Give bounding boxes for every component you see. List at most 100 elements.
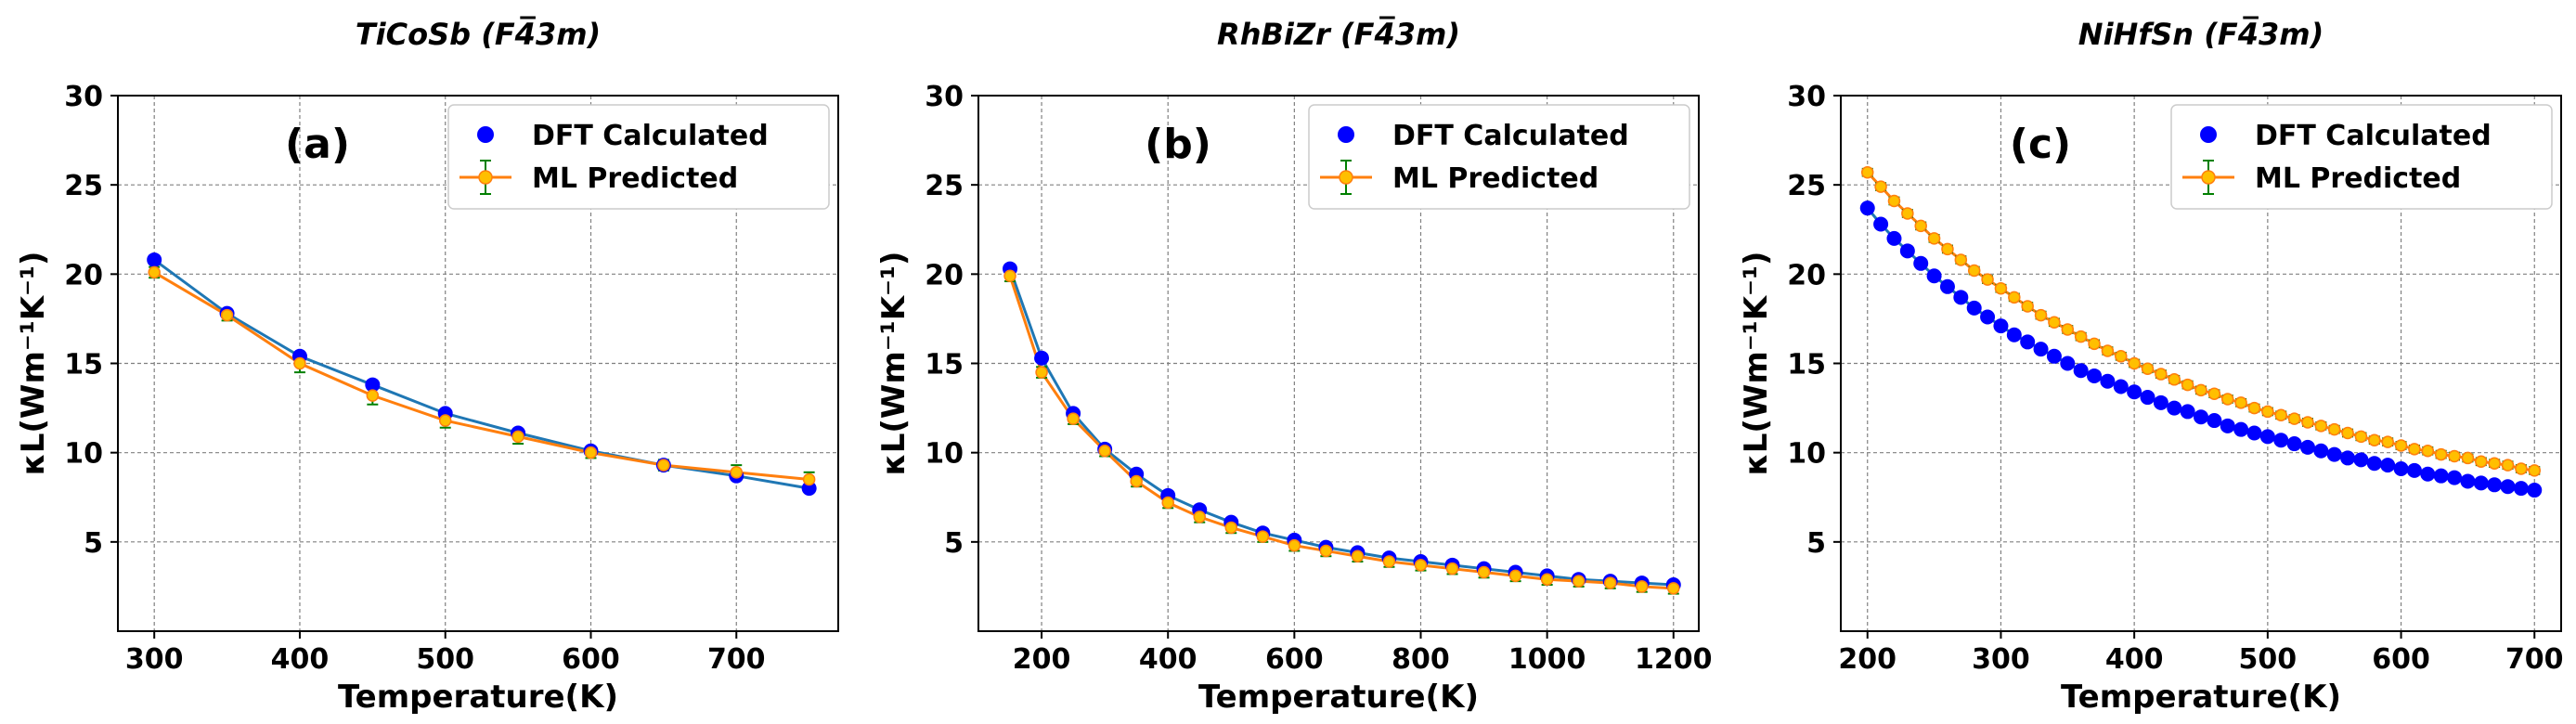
chart-title: RhBiZr (F4̅3m) xyxy=(1217,17,1460,52)
ml-point xyxy=(1067,412,1080,425)
dft-point xyxy=(2180,404,2195,420)
dft-point xyxy=(2127,384,2142,400)
dft-point xyxy=(2167,400,2182,416)
dft-point xyxy=(1886,230,1902,246)
ml-point xyxy=(366,389,380,402)
ml-point xyxy=(1994,281,2008,295)
y-tick-label: 30 xyxy=(64,81,103,113)
y-tick-label: 25 xyxy=(1787,170,1826,202)
x-tick-label: 300 xyxy=(1972,643,2030,676)
ml-point xyxy=(2327,422,2341,436)
legend-dft-label: DFT Calculated xyxy=(2255,120,2492,152)
ml-point xyxy=(1887,194,1901,208)
dft-point xyxy=(2100,373,2116,389)
y-tick-label: 15 xyxy=(925,349,964,381)
dft-point xyxy=(2380,458,2396,473)
ml-point xyxy=(2448,449,2461,463)
ml-point xyxy=(730,466,744,479)
dft-point xyxy=(2299,439,2315,455)
x-tick-label: 300 xyxy=(125,643,184,676)
dft-point xyxy=(2073,363,2089,379)
dft-point xyxy=(2433,468,2449,484)
ml-point xyxy=(1382,555,1396,568)
y-tick-label: 20 xyxy=(64,259,103,291)
dft-point xyxy=(2153,394,2168,410)
chart-title: TiCoSb (F4̅3m) xyxy=(356,17,601,52)
ml-point xyxy=(438,414,452,427)
dft-point xyxy=(147,252,162,267)
x-tick-label: 600 xyxy=(562,643,620,676)
dft-point xyxy=(2259,429,2275,445)
dft-line xyxy=(1008,268,1674,587)
ml-point xyxy=(1603,576,1617,589)
ml-point xyxy=(1003,269,1016,283)
ml-point xyxy=(1981,273,1994,286)
ml-point xyxy=(2368,433,2381,446)
ml-point xyxy=(2341,426,2354,440)
ml-point xyxy=(2034,308,2048,322)
ml-line xyxy=(153,271,809,482)
ml-point xyxy=(2247,401,2261,415)
ml-point xyxy=(2528,464,2542,477)
ml-point xyxy=(1860,165,1874,179)
ml-point xyxy=(1477,565,1491,579)
legend: DFT Calculated ML Predicted xyxy=(2170,104,2553,210)
dft-point xyxy=(2420,466,2436,482)
y-tick-label: 25 xyxy=(925,170,964,202)
ml-point xyxy=(1414,559,1428,572)
dft-point xyxy=(1980,309,1996,325)
panel-label: (a) xyxy=(285,121,350,168)
dft-line xyxy=(153,258,809,490)
ml-point xyxy=(1130,474,1143,488)
ml-point xyxy=(2220,393,2234,406)
ml-point xyxy=(2501,459,2515,472)
dft-point xyxy=(2487,477,2503,493)
ml-point xyxy=(1572,575,1586,588)
ml-point xyxy=(2141,362,2155,376)
x-tick-label: 800 xyxy=(1392,643,1450,676)
dft-point xyxy=(2006,327,2022,343)
ml-point xyxy=(1351,549,1365,562)
x-tick-label: 200 xyxy=(1013,643,1071,676)
ml-point xyxy=(2155,368,2168,381)
y-tick-label: 15 xyxy=(1787,349,1826,381)
ml-point xyxy=(1967,264,1981,278)
x-tick-label: 600 xyxy=(1265,643,1324,676)
dft-point xyxy=(2353,452,2369,468)
ml-point xyxy=(148,265,161,279)
dft-point xyxy=(2447,470,2463,485)
dft-point xyxy=(1899,243,1915,259)
ml-point xyxy=(2048,316,2061,330)
y-tick-label: 5 xyxy=(84,527,103,560)
dft-point xyxy=(1993,318,2009,334)
ml-point xyxy=(2261,405,2274,419)
ml-point xyxy=(2301,416,2314,429)
legend: DFT Calculated ML Predicted xyxy=(1308,104,1690,210)
legend-dft-label: DFT Calculated xyxy=(1392,120,1629,152)
dft-point xyxy=(2406,462,2422,478)
dft-point xyxy=(1926,268,1942,284)
ml-point xyxy=(2394,439,2408,452)
ml-point xyxy=(2021,300,2034,313)
dft-point xyxy=(2500,479,2516,495)
ml-point xyxy=(2128,356,2141,370)
panel-label: (c) xyxy=(2010,121,2071,168)
y-axis-label: κL(Wm⁻¹K⁻¹) xyxy=(15,252,52,476)
ml-point xyxy=(1319,544,1333,558)
dft-point xyxy=(2246,425,2262,441)
x-tick-label: 700 xyxy=(707,643,766,676)
dft-point xyxy=(2233,421,2249,437)
ml-point xyxy=(1901,207,1914,220)
ml-point xyxy=(2475,455,2488,469)
x-tick-label: 1000 xyxy=(1508,643,1586,676)
ml-point xyxy=(2421,444,2435,458)
dft-point xyxy=(1034,350,1050,366)
ml-point xyxy=(1193,511,1206,524)
dft-point xyxy=(2033,342,2049,357)
ml-point xyxy=(2074,330,2088,343)
dft-point xyxy=(2527,483,2543,498)
dft-point xyxy=(2340,450,2356,466)
dft-point xyxy=(1953,290,1969,305)
legend-box xyxy=(2170,104,2553,210)
ml-point xyxy=(2354,430,2368,444)
